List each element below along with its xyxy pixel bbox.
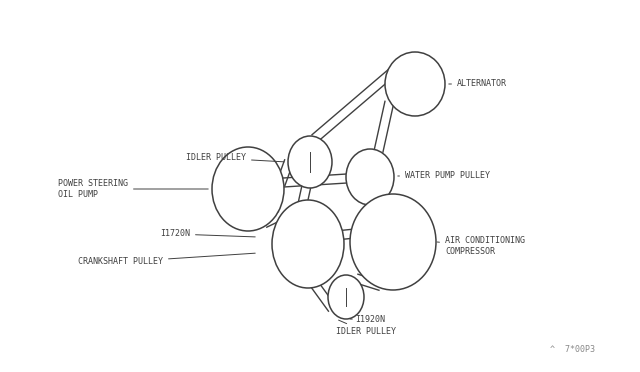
Text: I1720N: I1720N (160, 230, 255, 238)
Ellipse shape (346, 149, 394, 205)
Ellipse shape (272, 200, 344, 288)
Text: POWER STEERING
OIL PUMP: POWER STEERING OIL PUMP (58, 179, 208, 199)
Ellipse shape (288, 136, 332, 188)
Text: IDLER PULLEY: IDLER PULLEY (186, 154, 284, 163)
Ellipse shape (212, 147, 284, 231)
Text: IDLER PULLEY: IDLER PULLEY (336, 320, 396, 337)
Text: AIR CONDITIONING
COMPRESSOR: AIR CONDITIONING COMPRESSOR (437, 236, 525, 256)
Text: WATER PUMP PULLEY: WATER PUMP PULLEY (398, 171, 490, 180)
Text: CRANKSHAFT PULLEY: CRANKSHAFT PULLEY (78, 253, 255, 266)
Ellipse shape (385, 52, 445, 116)
Text: I1920N: I1920N (350, 315, 385, 324)
Text: ^  7*00P3: ^ 7*00P3 (550, 345, 595, 354)
Ellipse shape (350, 194, 436, 290)
Text: ALTERNATOR: ALTERNATOR (449, 80, 507, 89)
Ellipse shape (328, 275, 364, 319)
